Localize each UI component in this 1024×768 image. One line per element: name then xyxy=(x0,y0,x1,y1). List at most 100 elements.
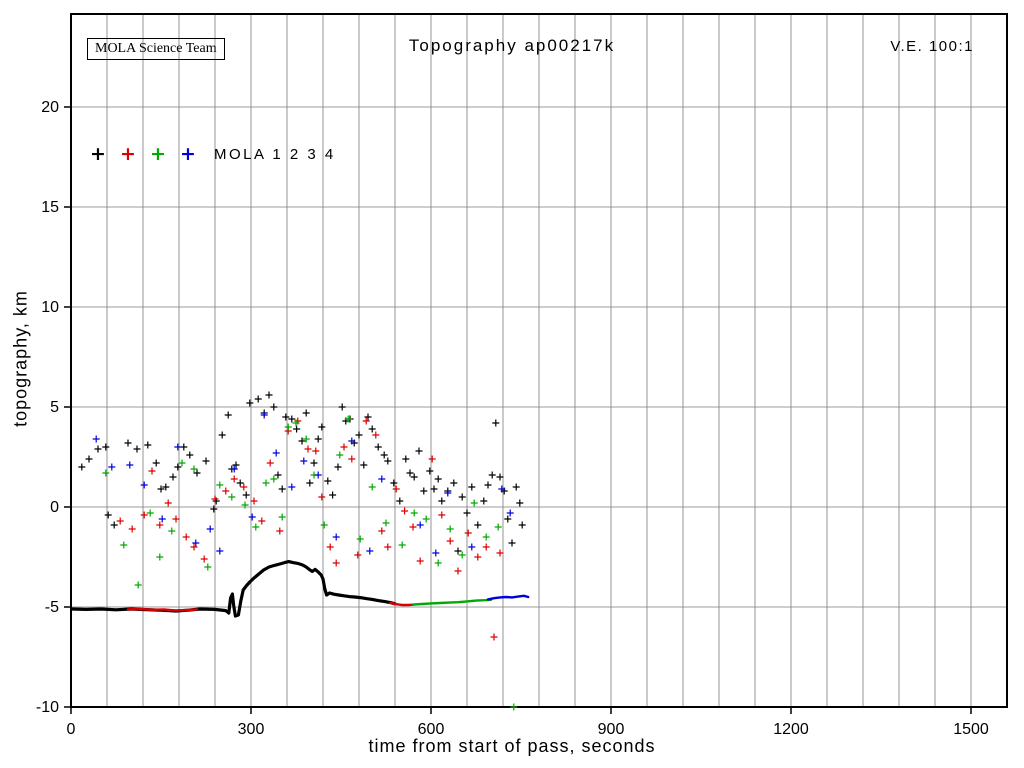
scatter-plus-marker xyxy=(324,477,332,485)
x-axis-label: time from start of pass, seconds xyxy=(368,736,656,756)
scatter-plus-marker xyxy=(332,533,340,541)
scatter-plus-marker xyxy=(516,499,524,507)
scatter-plus-marker xyxy=(372,431,380,439)
scatter-plus-marker xyxy=(85,455,93,463)
scatter-plus-marker xyxy=(152,459,160,467)
scatter-plus-marker xyxy=(496,473,504,481)
scatter-plus-marker xyxy=(174,443,182,451)
scatter-plus-marker xyxy=(354,551,362,559)
scatter-plus-marker xyxy=(232,461,240,469)
scatter-plus-marker xyxy=(446,537,454,545)
x-tick-label: 300 xyxy=(238,721,265,738)
scatter-plus-marker xyxy=(518,521,526,529)
y-tick-label: 0 xyxy=(50,499,59,516)
scatter-plus-marker xyxy=(326,543,334,551)
scatter-plus-marker xyxy=(254,395,262,403)
scatter-plus-marker xyxy=(512,483,520,491)
scatter-plus-marker xyxy=(102,469,110,477)
scatter-plus-marker xyxy=(409,523,417,531)
scatter-plus-marker xyxy=(265,391,273,399)
scatter-plus-marker xyxy=(314,435,322,443)
y-tick-label: 5 xyxy=(50,399,59,416)
scatter-plus-marker xyxy=(110,521,118,529)
scatter-plus-marker xyxy=(468,543,476,551)
vertical-exaggeration-label: V.E. 100:1 xyxy=(890,38,974,55)
scatter-plus-marker xyxy=(422,515,430,523)
scatter-plus-marker xyxy=(506,509,514,517)
scatter-plus-marker xyxy=(362,417,370,425)
scatter-plus-marker xyxy=(92,435,100,443)
scatter-plus-marker xyxy=(182,533,190,541)
scatter-plus-marker xyxy=(276,527,284,535)
scatter-plus-marker xyxy=(190,543,198,551)
scatter-plus-marker xyxy=(454,547,462,555)
scatter-plus-marker xyxy=(174,463,182,471)
scatter-plus-marker xyxy=(484,481,492,489)
scatter-plus-marker xyxy=(384,543,392,551)
scatter-plus-marker xyxy=(206,525,214,533)
scatter-plus-marker xyxy=(218,431,226,439)
scatter-plus-marker xyxy=(444,489,452,497)
scatter-plus-marker xyxy=(392,485,400,493)
scatter-plus-marker xyxy=(434,475,442,483)
plot-frame xyxy=(70,13,1008,708)
scatter-plus-marker xyxy=(186,451,194,459)
scatter-plus-marker xyxy=(282,413,290,421)
scatter-plus-marker xyxy=(446,525,454,533)
scatter-plus-marker xyxy=(355,431,363,439)
scatter-plus-marker xyxy=(260,411,268,419)
scatter-plus-marker xyxy=(230,465,238,473)
scatter-plus-marker xyxy=(302,409,310,417)
scatter-plus-marker xyxy=(382,519,390,527)
science-team-box: MOLA Science Team xyxy=(87,38,225,60)
scatter-plus-marker xyxy=(124,439,132,447)
scatter-plus-marker xyxy=(272,449,280,457)
scatter-plus-marker xyxy=(242,491,250,499)
scatter-plus-marker xyxy=(128,525,136,533)
scatter-plus-marker xyxy=(266,459,274,467)
scatter-plus-marker xyxy=(458,493,466,501)
scatter-plus-marker xyxy=(204,563,212,571)
scatter-plus-marker xyxy=(438,511,446,519)
scatter-plus-marker xyxy=(432,549,440,557)
legend-plus-icon-mola2: + xyxy=(120,143,136,165)
scatter-plus-marker xyxy=(133,445,141,453)
scatter-plus-marker xyxy=(468,483,476,491)
scatter-plus-marker xyxy=(482,533,490,541)
scatter-plus-marker xyxy=(438,497,446,505)
scatter-plus-marker xyxy=(450,479,458,487)
scatter-plus-marker xyxy=(334,463,342,471)
scatter-plus-marker xyxy=(228,493,236,501)
y-axis-label: topography, km xyxy=(10,290,31,427)
legend: + + + + MOLA 1 2 3 4 xyxy=(90,143,336,165)
scatter-plus-marker xyxy=(510,703,518,711)
profile-trace xyxy=(126,607,199,612)
scatter-plus-marker xyxy=(398,541,406,549)
scatter-plus-marker xyxy=(156,553,164,561)
scatter-plus-marker xyxy=(222,487,230,495)
scatter-plus-marker xyxy=(318,493,326,501)
scatter-plus-marker xyxy=(258,517,266,525)
scatter-plus-marker xyxy=(426,467,434,475)
scatter-plus-marker xyxy=(416,521,424,529)
scatter-plus-marker xyxy=(314,471,322,479)
scatter-plus-marker xyxy=(78,463,86,471)
scatter-plus-marker xyxy=(410,509,418,517)
scatter-plus-marker xyxy=(378,527,386,535)
scatter-plus-marker xyxy=(216,481,224,489)
scatter-plus-marker xyxy=(278,513,286,521)
scatter-plus-marker xyxy=(200,555,208,563)
scatter-plus-marker xyxy=(368,483,376,491)
scatter-plus-marker xyxy=(274,471,282,479)
scatter-plus-marker xyxy=(480,497,488,505)
scatter-plus-marker xyxy=(298,437,306,445)
x-tick-label: 600 xyxy=(418,721,445,738)
scatter-plus-marker xyxy=(496,549,504,557)
scatter-plus-marker xyxy=(498,485,506,493)
scatter-plus-marker xyxy=(278,485,286,493)
scatter-plus-marker xyxy=(378,475,386,483)
scatter-plus-marker xyxy=(126,461,134,469)
scatter-plus-marker xyxy=(416,557,424,565)
y-tick-label: -5 xyxy=(45,599,59,616)
scatter-plus-marker xyxy=(224,411,232,419)
